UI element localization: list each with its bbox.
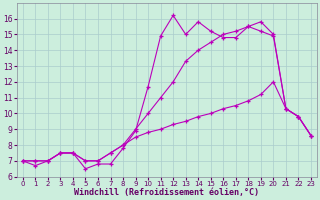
X-axis label: Windchill (Refroidissement éolien,°C): Windchill (Refroidissement éolien,°C) <box>74 188 260 197</box>
